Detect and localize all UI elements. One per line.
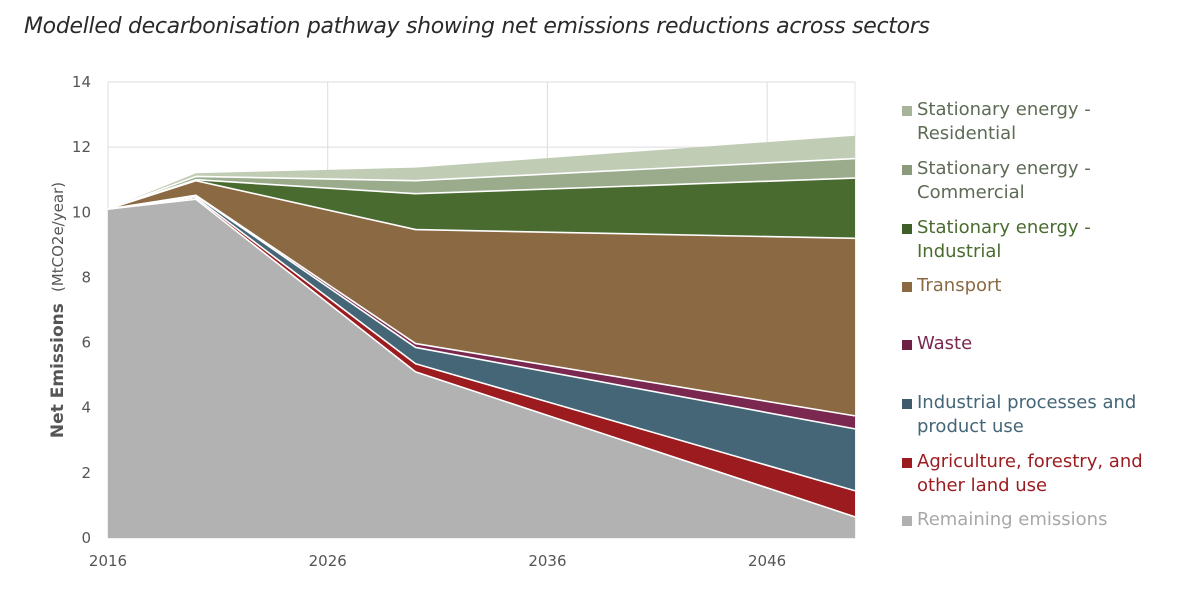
legend-label: Stationary energy - Commercial — [917, 158, 1091, 203]
legend-label: Stationary energy - Residential — [917, 99, 1091, 144]
y-tick-label: 10 — [72, 203, 91, 221]
separator-remaining-emissions — [107, 198, 856, 518]
legend-swatch — [902, 340, 912, 350]
y-tick-label: 14 — [72, 73, 91, 91]
x-tick-label: 2036 — [528, 552, 566, 570]
area-stationary-energy-commercial — [108, 158, 855, 210]
area-series — [107, 135, 856, 538]
y-axis-label-group: Net Emissions (MtCO2e/year) — [48, 182, 68, 438]
legend-swatch — [902, 458, 912, 468]
legend-swatch — [902, 282, 912, 292]
legend-label: Stationary energy - Industrial — [917, 217, 1091, 262]
area-transport — [108, 180, 855, 416]
area-waste — [108, 195, 855, 429]
separator-stationary-energy-commercial — [107, 157, 856, 210]
legend-label: Agriculture, forestry, and other land us… — [917, 451, 1143, 496]
legend-label: Transport — [917, 275, 1002, 296]
legend-swatch — [902, 106, 912, 116]
y-tick-label: 8 — [81, 268, 91, 286]
y-tick-label: 2 — [81, 464, 91, 482]
y-axis-label-main: Net Emissions — [48, 303, 68, 438]
area-industrial-processes-and-product-use — [108, 196, 855, 491]
legend-label: Industrial processes and product use — [917, 392, 1137, 437]
x-tick-label: 2016 — [89, 552, 127, 570]
separator-agriculture-forestry-and-other-land-use — [107, 196, 856, 492]
y-tick-label: 4 — [81, 399, 91, 417]
separator-waste — [107, 194, 856, 417]
chart-legend: Stationary energy - Residential Stationar… — [900, 0, 1200, 594]
axis-ticks: 0 2 4 6 8 10 12 14 2016 2026 2036 2046 — [72, 73, 786, 570]
area-stationary-energy-industrial — [108, 178, 855, 239]
y-axis-label-unit: (MtCO2e/year) — [49, 182, 67, 292]
separator-stationary-energy-industrial — [107, 177, 856, 210]
area-stationary-energy-residential — [108, 135, 855, 210]
legend-label: Waste — [917, 333, 973, 354]
y-tick-label: 12 — [72, 138, 91, 156]
chart-title: Modelled decarbonisation pathway showing… — [24, 14, 930, 39]
area-remaining-emissions — [108, 199, 855, 538]
legend-label: Remaining emissions — [917, 509, 1108, 530]
legend-swatch — [902, 165, 912, 175]
y-axis-label: Net Emissions (MtCO2e/year) — [48, 182, 68, 438]
y-tick-label: 6 — [81, 334, 91, 352]
legend-swatch — [902, 399, 912, 409]
x-tick-label: 2026 — [309, 552, 347, 570]
y-tick-label: 0 — [81, 529, 91, 547]
legend-swatch — [902, 224, 912, 234]
legend-swatch — [902, 516, 912, 526]
x-tick-label: 2046 — [748, 552, 786, 570]
